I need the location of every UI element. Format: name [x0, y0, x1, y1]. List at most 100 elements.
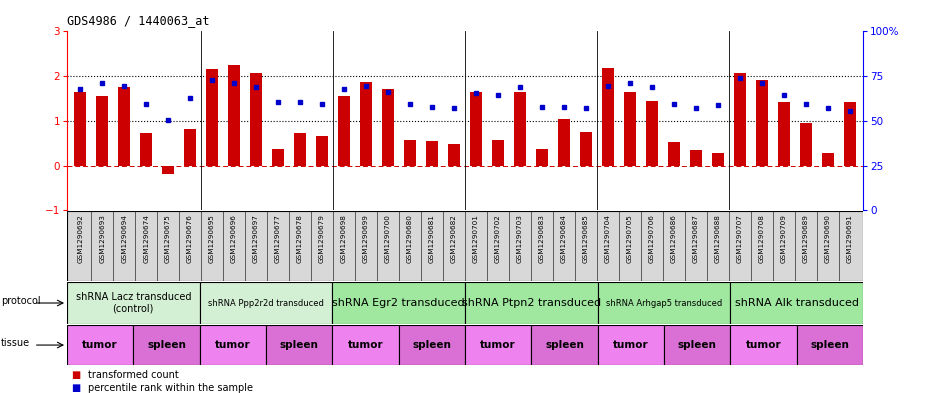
Text: GSM1290675: GSM1290675 — [166, 214, 171, 263]
Text: transformed count: transformed count — [88, 370, 179, 380]
Bar — [316, 136, 328, 165]
Text: GSM1290703: GSM1290703 — [517, 214, 523, 263]
Bar — [426, 141, 438, 165]
Bar — [250, 73, 262, 165]
Text: GSM1290677: GSM1290677 — [275, 214, 281, 263]
Bar — [200, 282, 332, 324]
Text: GSM1290706: GSM1290706 — [649, 214, 655, 263]
Text: ■: ■ — [72, 370, 81, 380]
Text: GSM1290686: GSM1290686 — [671, 214, 677, 263]
Bar — [133, 325, 200, 365]
Bar — [668, 142, 680, 165]
Text: GDS4986 / 1440063_at: GDS4986 / 1440063_at — [67, 14, 209, 27]
Bar — [470, 92, 482, 165]
Bar — [711, 153, 724, 165]
Bar — [162, 165, 174, 174]
Bar — [690, 150, 702, 165]
Text: shRNA Arhgap5 transduced: shRNA Arhgap5 transduced — [606, 299, 722, 307]
Bar — [206, 70, 219, 165]
Text: GSM1290702: GSM1290702 — [495, 214, 501, 263]
Bar — [228, 65, 240, 165]
Text: shRNA Ptpn2 transduced: shRNA Ptpn2 transduced — [462, 298, 601, 308]
Text: tumor: tumor — [746, 340, 781, 350]
Bar — [797, 325, 863, 365]
Text: GSM1290678: GSM1290678 — [297, 214, 303, 263]
Bar — [399, 325, 465, 365]
Bar — [74, 92, 86, 165]
Text: GSM1290689: GSM1290689 — [803, 214, 809, 263]
Text: GSM1290701: GSM1290701 — [473, 214, 479, 263]
Bar — [536, 149, 548, 165]
Bar — [645, 101, 658, 165]
Text: GSM1290688: GSM1290688 — [715, 214, 721, 263]
Bar — [598, 325, 664, 365]
Bar — [558, 119, 570, 165]
Bar — [67, 325, 133, 365]
Bar — [777, 102, 790, 165]
Bar — [266, 325, 332, 365]
Text: shRNA Egr2 transduced: shRNA Egr2 transduced — [332, 298, 465, 308]
Text: GSM1290681: GSM1290681 — [429, 214, 435, 263]
Bar — [756, 80, 768, 165]
Bar — [844, 102, 856, 165]
Bar — [448, 144, 460, 165]
Text: GSM1290676: GSM1290676 — [187, 214, 193, 263]
Text: shRNA Lacz transduced
(control): shRNA Lacz transduced (control) — [75, 292, 191, 314]
Text: GSM1290697: GSM1290697 — [253, 214, 259, 263]
Text: GSM1290690: GSM1290690 — [825, 214, 830, 263]
Text: GSM1290691: GSM1290691 — [847, 214, 853, 263]
Text: spleen: spleen — [280, 340, 319, 350]
Bar — [531, 325, 598, 365]
Bar — [624, 92, 636, 165]
Text: GSM1290704: GSM1290704 — [604, 214, 611, 263]
Bar — [664, 325, 730, 365]
Text: tumor: tumor — [83, 340, 118, 350]
Text: tissue: tissue — [1, 338, 30, 348]
Bar — [382, 89, 394, 165]
Text: GSM1290708: GSM1290708 — [759, 214, 764, 263]
Text: GSM1290700: GSM1290700 — [385, 214, 391, 263]
Bar — [332, 325, 399, 365]
Bar — [730, 282, 863, 324]
Text: GSM1290692: GSM1290692 — [77, 214, 83, 263]
Text: tumor: tumor — [481, 340, 516, 350]
Text: GSM1290705: GSM1290705 — [627, 214, 633, 263]
Text: GSM1290674: GSM1290674 — [143, 214, 149, 263]
Bar — [514, 92, 526, 165]
Text: tumor: tumor — [348, 340, 383, 350]
Bar — [492, 140, 504, 165]
Text: GSM1290684: GSM1290684 — [561, 214, 567, 263]
Text: GSM1290698: GSM1290698 — [341, 214, 347, 263]
Text: GSM1290707: GSM1290707 — [737, 214, 743, 263]
Text: spleen: spleen — [545, 340, 584, 350]
Text: spleen: spleen — [810, 340, 849, 350]
Text: percentile rank within the sample: percentile rank within the sample — [88, 383, 253, 393]
Bar — [602, 68, 614, 165]
Text: GSM1290709: GSM1290709 — [781, 214, 787, 263]
Text: GSM1290683: GSM1290683 — [539, 214, 545, 263]
Text: GSM1290695: GSM1290695 — [209, 214, 215, 263]
Text: shRNA Alk transduced: shRNA Alk transduced — [735, 298, 858, 308]
Bar — [118, 87, 130, 165]
Text: tumor: tumor — [613, 340, 648, 350]
Text: GSM1290682: GSM1290682 — [451, 214, 457, 263]
Bar — [96, 96, 108, 165]
Text: GSM1290694: GSM1290694 — [121, 214, 127, 263]
Text: spleen: spleen — [678, 340, 717, 350]
Text: tumor: tumor — [215, 340, 250, 350]
Bar — [800, 123, 812, 165]
Bar — [580, 132, 592, 165]
Bar — [404, 140, 416, 165]
Text: GSM1290696: GSM1290696 — [231, 214, 237, 263]
Text: spleen: spleen — [147, 340, 186, 350]
Bar — [465, 325, 531, 365]
Bar — [184, 129, 196, 165]
Text: GSM1290680: GSM1290680 — [407, 214, 413, 263]
Text: GSM1290693: GSM1290693 — [100, 214, 105, 263]
Bar — [294, 133, 306, 165]
Bar — [272, 149, 285, 165]
Bar — [140, 133, 153, 165]
Bar — [360, 81, 372, 165]
Text: GSM1290685: GSM1290685 — [583, 214, 589, 263]
Text: protocol: protocol — [1, 296, 41, 306]
